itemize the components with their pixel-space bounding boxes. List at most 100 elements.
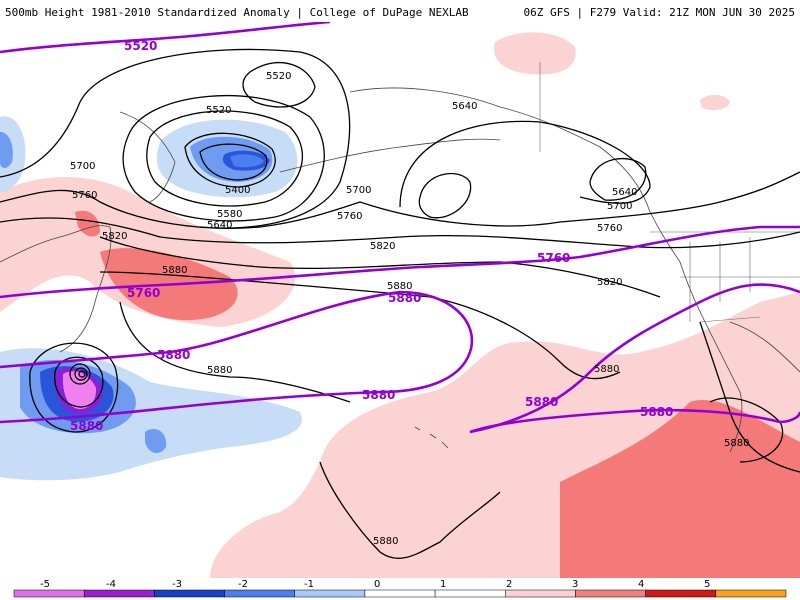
contour-5640-alaska — [418, 173, 472, 219]
contour-5460 — [199, 143, 268, 181]
alaska-coastline — [349, 87, 681, 263]
contour-label: 5640 — [612, 187, 637, 198]
contour-label: 5580 — [217, 209, 242, 220]
contour-5820-mid — [99, 236, 661, 298]
colorbar-tick: 0 — [374, 579, 380, 590]
climo-5880-south — [469, 408, 800, 434]
negative-anomaly-spot — [145, 428, 167, 454]
contour-typhoon-center-2 — [74, 367, 88, 381]
climo-label: 5880 — [157, 348, 190, 362]
contour-label: 5700 — [607, 201, 632, 212]
colorbar-tick: 4 — [638, 579, 644, 590]
colorbar-tick: 2 — [506, 579, 512, 590]
height-contours — [0, 48, 800, 559]
contour-label: 5400 — [0, 22, 25, 25]
climo-label: 5880 — [640, 405, 673, 419]
colorbar-swatch — [364, 589, 436, 598]
mexico-coastline — [729, 321, 800, 373]
colorbar-tick: -4 — [106, 579, 116, 590]
contour-label: 5700 — [70, 161, 95, 172]
colorbar-swatch — [645, 589, 717, 598]
anomaly-map: 5520 5520 5520 5640 5700 5760 5820 5880 … — [0, 22, 800, 578]
contour-5700-west — [0, 189, 361, 229]
colorbar-swatch — [13, 589, 85, 598]
contour-label: 5520 — [266, 71, 291, 82]
contour-5640-west — [0, 48, 351, 229]
contour-5520-north — [242, 61, 316, 108]
colorbar-swatch — [154, 589, 225, 598]
colorbar-swatch — [83, 589, 155, 598]
contour-5520-low — [146, 110, 304, 207]
colorbar-ticks: -5 -4 -3 -2 -1 0 1 2 3 4 5 — [40, 579, 710, 590]
contour-labels: 5520 5520 5520 5640 5700 5760 5820 5880 … — [0, 22, 749, 547]
colorbar-swatches — [13, 589, 787, 598]
colorbar-swatch — [434, 589, 506, 598]
negative-anomaly-edge-2 — [0, 132, 13, 168]
colorbar-swatch — [715, 589, 787, 598]
colorbar-tick: 1 — [440, 579, 446, 590]
contour-label: 5880 — [207, 365, 232, 376]
anomaly-shading — [0, 32, 800, 578]
coastlines — [0, 87, 800, 453]
kamchatka-coastline — [119, 111, 176, 203]
contour-typhoon-outer — [29, 342, 119, 433]
contour-label: 5400 — [225, 185, 250, 196]
contour-label: 5880 — [162, 265, 187, 276]
contour-label: 5520 — [206, 105, 231, 116]
colorbar-tick: -2 — [238, 579, 248, 590]
us-mexico-border — [699, 316, 761, 323]
colorbar-tick: 5 — [704, 579, 710, 590]
contour-label: 5880 — [373, 536, 398, 547]
header: 500mb Height 1981-2010 Standardized Anom… — [0, 0, 800, 22]
climo-5880-east — [469, 283, 800, 434]
contour-label: 5700 — [346, 185, 371, 196]
climo-label: 5520 — [124, 39, 157, 53]
map-title: 500mb Height 1981-2010 Standardized Anom… — [5, 6, 469, 19]
contour-5880-hawaii — [319, 461, 501, 559]
colorbar-swatch — [224, 589, 295, 598]
climo-label: 5880 — [70, 419, 103, 433]
colorbar-tick: -3 — [172, 579, 182, 590]
colorbar-swatch — [505, 589, 576, 598]
positive-anomaly-north — [494, 32, 576, 75]
climo-label: 5760 — [537, 251, 570, 265]
contour-5700-mid — [359, 171, 800, 227]
positive-anomaly-ne — [700, 94, 730, 110]
contour-5760-mid — [0, 217, 800, 249]
colorbar-swatch — [294, 589, 366, 598]
contour-label: 5880 — [594, 364, 619, 375]
contour-label: 5820 — [102, 231, 127, 242]
climo-5520 — [0, 22, 331, 54]
contour-5580 — [122, 94, 325, 222]
aleutian-chain — [279, 138, 501, 173]
climo-5760 — [0, 225, 800, 299]
contour-5880-mid — [99, 271, 621, 380]
asia-coastline — [0, 225, 112, 353]
political-borders — [539, 62, 800, 323]
climatology-contours — [0, 22, 800, 434]
contour-typhoon-center-3 — [78, 370, 86, 378]
contour-label: 5520 — [0, 22, 25, 25]
contour-label: 5880 — [387, 281, 412, 292]
north-america-coastline — [679, 261, 743, 453]
colorbar-tick: -5 — [40, 579, 50, 590]
climo-label: 5880 — [388, 291, 421, 305]
contour-label: 5880 — [724, 438, 749, 449]
colorbar-tick: 3 — [572, 579, 578, 590]
contour-5880-south — [119, 301, 351, 403]
colorbar-tick: -1 — [304, 579, 314, 590]
climo-label: 5880 — [362, 388, 395, 402]
contour-5640-alaska-outer — [399, 120, 651, 208]
contour-label: 5760 — [72, 190, 97, 201]
contour-5640-gulf — [589, 157, 647, 201]
climo-5880-mid — [0, 290, 474, 424]
contour-label: 5760 — [337, 211, 362, 222]
contour-label: 5640 — [207, 220, 232, 231]
colorbar-swatch — [575, 589, 646, 598]
climatology-labels: 5520 5760 5760 5880 5880 5880 5880 5880 … — [70, 39, 673, 433]
contour-5400 — [184, 132, 276, 188]
contour-label: 5820 — [597, 277, 622, 288]
contour-typhoon-mid — [54, 356, 104, 408]
climo-label: 5880 — [525, 395, 558, 409]
